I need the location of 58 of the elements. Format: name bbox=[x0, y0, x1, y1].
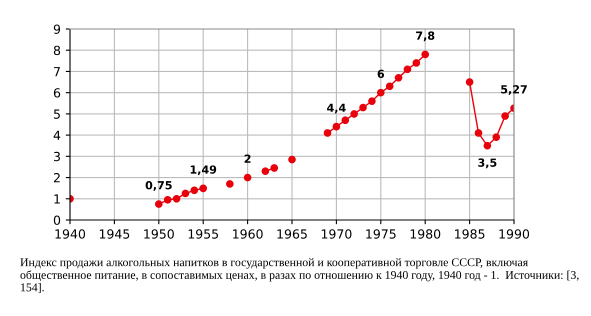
x-tick-label: 1940 bbox=[55, 229, 86, 239]
point bbox=[164, 196, 172, 204]
point bbox=[332, 122, 340, 130]
y-tick-label: 3 bbox=[54, 152, 60, 162]
x-tick-label: 1945 bbox=[100, 229, 130, 239]
data-label: 1,49 bbox=[190, 165, 216, 176]
point bbox=[182, 190, 190, 198]
x-tick-label: 1970 bbox=[322, 229, 352, 239]
point bbox=[466, 78, 474, 86]
point bbox=[172, 194, 180, 203]
point bbox=[190, 186, 198, 194]
data-label: 5,27 bbox=[501, 85, 527, 95]
x-tick-label: 1960 bbox=[233, 229, 263, 239]
data-label: 6 bbox=[378, 70, 384, 78]
point bbox=[412, 59, 420, 67]
y-tick-label: 5 bbox=[54, 110, 60, 119]
y-tick-label: 8 bbox=[54, 46, 60, 56]
y-tick-label: 9 bbox=[54, 24, 60, 34]
point bbox=[270, 164, 278, 172]
y-tick-label: 1 bbox=[54, 194, 60, 204]
point bbox=[376, 88, 385, 96]
point bbox=[226, 180, 234, 188]
y-tick-label: 2 bbox=[54, 173, 60, 182]
x-tick-label: 1965 bbox=[277, 229, 307, 239]
point bbox=[474, 129, 482, 137]
x-tick-label: 1955 bbox=[188, 229, 218, 239]
x-tick-label: 1975 bbox=[366, 229, 396, 239]
data-label: 4,4 bbox=[327, 104, 346, 114]
data-label: 7,8 bbox=[416, 31, 434, 42]
point bbox=[394, 74, 402, 82]
point bbox=[368, 97, 376, 105]
x-tick-label: 1980 bbox=[410, 229, 440, 239]
y-tick-label: 4 bbox=[54, 130, 60, 140]
x-tick-label: 1985 bbox=[455, 229, 484, 239]
point bbox=[262, 167, 270, 176]
point bbox=[350, 110, 358, 118]
y-tick-label: 6 bbox=[54, 88, 60, 98]
point bbox=[341, 116, 350, 124]
point bbox=[492, 133, 500, 142]
point bbox=[421, 50, 430, 58]
y-tick-label: 0 bbox=[54, 215, 60, 225]
text: Индекс продажи алкогольных напитков в государственной и кооперативной торговле СССР, включая общественное питание, в сопоставимых ценах, в разах по отношению к 1940 году, 1940 год - 1. Источники: [3, 154]. bbox=[20, 258, 579, 293]
point bbox=[359, 104, 367, 112]
y-tick-label: 7 bbox=[54, 67, 60, 76]
point bbox=[288, 156, 296, 164]
data-label: 3,5 bbox=[478, 158, 496, 168]
point bbox=[386, 82, 394, 90]
data-label: 0,75 bbox=[146, 181, 172, 191]
point bbox=[324, 129, 332, 137]
point bbox=[244, 174, 252, 182]
x-tick-label: 1990 bbox=[499, 229, 530, 239]
point bbox=[154, 200, 163, 208]
point bbox=[501, 112, 509, 120]
data-label: 2 bbox=[244, 154, 250, 163]
x-tick-label: 1950 bbox=[144, 229, 174, 239]
point bbox=[404, 66, 412, 74]
point bbox=[484, 142, 492, 150]
point bbox=[199, 184, 208, 192]
